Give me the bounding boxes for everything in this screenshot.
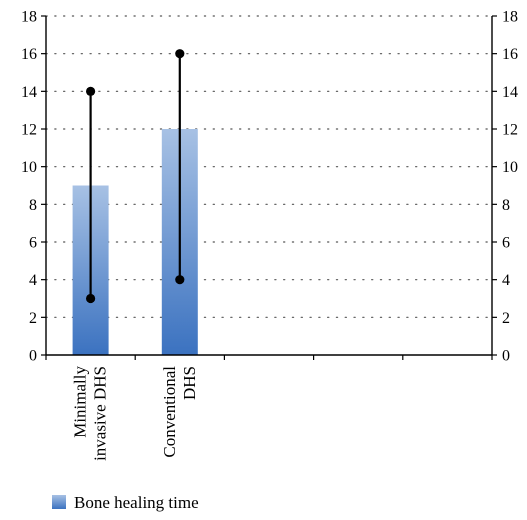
range-max-point (175, 49, 185, 59)
range-min-point (175, 275, 185, 285)
axes (41, 15, 497, 360)
y-tick-label-left: 0 (29, 348, 37, 365)
y-tick-label-right: 8 (502, 197, 510, 214)
y-tick-label-right: 6 (502, 235, 510, 252)
x-category-label-line: DHS (180, 366, 199, 400)
y-tick-label-left: 2 (29, 310, 37, 327)
y-tick-label-left: 12 (21, 122, 37, 139)
y-tick-label-right: 0 (502, 348, 510, 365)
x-category-label-line: Conventional (160, 366, 179, 458)
y-tick-label-right: 12 (502, 122, 518, 139)
y-tick-label-left: 10 (21, 159, 37, 176)
y-tick-label-right: 18 (502, 9, 518, 26)
y-tick-label-left: 14 (21, 84, 37, 101)
y-tick-label-right: 10 (502, 159, 518, 176)
x-category-label-line: invasive DHS (91, 366, 110, 461)
legend-label: Bone healing time (74, 493, 199, 512)
x-category-label: Conventional DHS (160, 366, 199, 458)
legend-swatch (52, 495, 66, 509)
y-tick-label-left: 4 (29, 272, 37, 289)
y-tick-label-right: 14 (502, 84, 518, 101)
y-tick-label-left: 18 (21, 9, 37, 26)
axis-labels: 0 0 2 2 4 4 6 6 8 8 10 10 12 12 14 14 16 16 18 18 Minimally i… (21, 9, 518, 461)
x-category-label-line: Minimally (71, 366, 90, 438)
gridlines (45, 15, 493, 318)
range-markers (86, 49, 185, 304)
y-tick-label-left: 16 (21, 46, 37, 63)
y-tick-label-right: 4 (502, 272, 510, 289)
x-category-label: Minimally invasive DHS (71, 366, 110, 461)
y-tick-label-left: 8 (29, 197, 37, 214)
y-tick-label-right: 16 (502, 46, 518, 63)
y-tick-label-left: 6 (29, 235, 37, 252)
y-tick-label-right: 2 (502, 310, 510, 327)
range-max-point (86, 86, 96, 96)
legend: Bone healing time (52, 493, 199, 512)
range-min-point (86, 293, 96, 304)
